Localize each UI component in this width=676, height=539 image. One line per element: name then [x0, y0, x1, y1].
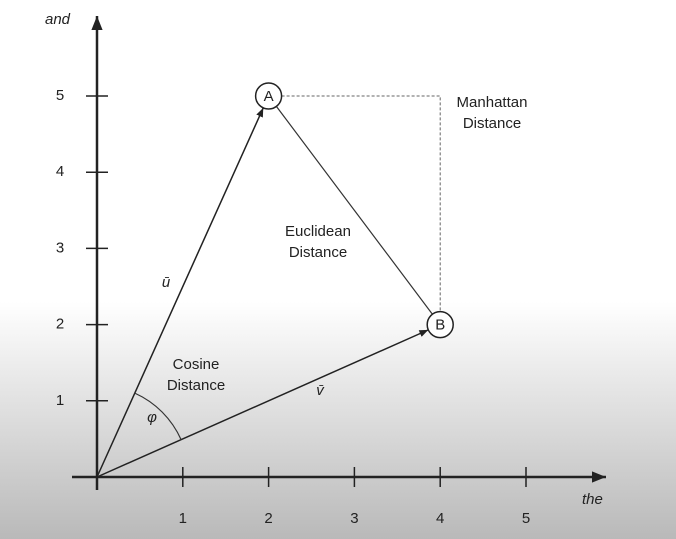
angle-arc: [134, 392, 182, 440]
angle-label: φ: [147, 409, 157, 426]
vector-label: v̄: [316, 382, 325, 399]
annotation: Distance: [289, 244, 347, 261]
y-tick-label: 5: [56, 87, 64, 104]
annotation: Manhattan: [457, 94, 528, 111]
y-tick-label: 4: [56, 163, 64, 180]
point-label: A: [264, 88, 274, 105]
point-label: B: [435, 317, 445, 334]
x-tick-label: 3: [350, 510, 358, 527]
annotation: Distance: [167, 377, 225, 394]
x-tick-label: 4: [436, 510, 444, 527]
x-tick-label: 1: [179, 510, 187, 527]
euclidean-line: [268, 95, 441, 325]
point: [254, 82, 283, 110]
y-tick-label: 2: [56, 316, 64, 333]
y-axis-label: and: [45, 11, 71, 28]
x-tick-label: 2: [264, 510, 272, 527]
manhattan-path: [281, 95, 441, 312]
vector: [96, 329, 429, 478]
point: [426, 310, 454, 339]
x-tick-label: 5: [522, 510, 530, 527]
vector-label: ū: [162, 274, 171, 291]
x-axis-label: the: [582, 491, 603, 508]
annotation: Cosine: [173, 356, 220, 373]
annotation: Euclidean: [285, 223, 351, 240]
annotation: Distance: [463, 115, 521, 132]
content: 1 2 3 4 5 1 2 3 4 5 A Bφ ū v̄ Cosine Distance Euclidean D…: [56, 82, 530, 527]
y-tick-label: 1: [56, 392, 64, 409]
y-tick-label: 3: [56, 239, 64, 256]
vector: [96, 107, 264, 478]
